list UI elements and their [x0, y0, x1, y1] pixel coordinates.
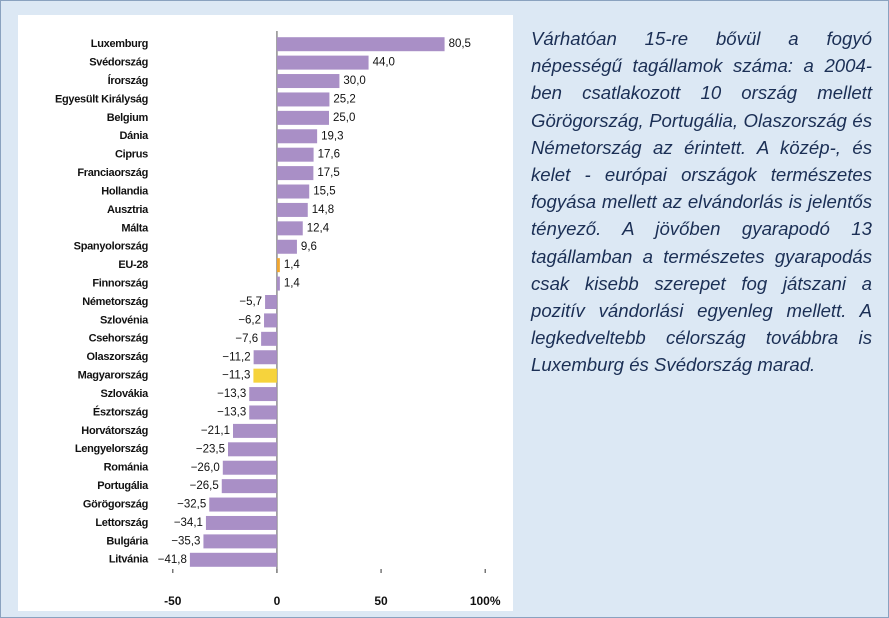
value-label: −34,1	[174, 517, 203, 529]
value-label: 9,6	[301, 241, 317, 253]
y-tick-label: Belgium	[107, 112, 149, 124]
y-tick-label: Portugália	[97, 480, 149, 492]
bar	[233, 423, 277, 438]
y-tick-label: Lengyelország	[75, 443, 148, 455]
value-label: −11,3	[222, 370, 250, 382]
note-text: Várhatóan 15-re bővül a fogyó népességű …	[531, 28, 872, 376]
value-label: −26,0	[191, 462, 220, 474]
value-label: −6,2	[238, 314, 261, 326]
value-label: −7,6	[235, 333, 258, 345]
value-label: 80,5	[449, 38, 471, 50]
y-tick-label: Ciprus	[115, 149, 148, 161]
bar	[253, 350, 277, 365]
bar	[221, 479, 277, 494]
y-tick-label: Szlovénia	[100, 314, 149, 326]
value-label: 44,0	[373, 57, 395, 69]
y-tick-label: Észtország	[93, 405, 148, 418]
value-label: 15,5	[313, 186, 335, 198]
value-label: 17,5	[317, 167, 339, 179]
y-tick-label: Luxemburg	[91, 38, 148, 50]
y-tick-label: Dánia	[120, 130, 150, 142]
value-label: −11,2	[222, 351, 250, 363]
value-label: 14,8	[312, 204, 334, 216]
bar	[276, 110, 329, 125]
y-tick-label: Hollandia	[101, 185, 149, 197]
y-tick-label: Magyarország	[78, 370, 148, 382]
bar	[189, 552, 277, 567]
y-tick-label: Málta	[121, 222, 149, 234]
value-label: 25,0	[333, 112, 355, 124]
y-tick-label: Olaszország	[86, 351, 148, 363]
value-label: 25,2	[333, 93, 355, 105]
bar	[253, 368, 277, 383]
x-tick-label: 100%	[470, 594, 501, 608]
bar	[276, 92, 330, 107]
bar	[276, 129, 318, 144]
bar	[261, 331, 277, 346]
value-label: −35,3	[171, 535, 200, 547]
y-tick-label: Németország	[82, 296, 148, 308]
bar	[249, 405, 277, 420]
y-tick-label: EU-28	[118, 259, 148, 271]
value-label: 12,4	[307, 222, 330, 234]
bar	[276, 202, 308, 217]
bar	[264, 313, 277, 328]
bar	[276, 221, 303, 236]
bar	[276, 258, 280, 273]
value-label: 1,4	[284, 259, 301, 271]
value-label: −26,5	[190, 480, 219, 492]
value-label: 1,4	[284, 278, 301, 290]
bar	[276, 74, 340, 89]
x-tick-label: 0	[274, 594, 281, 608]
chart: -50 0 50 100% Luxemburg 80,5 Svédország 44,0 Íro…	[18, 15, 513, 611]
value-label: −32,5	[177, 499, 206, 511]
value-label: −21,1	[201, 425, 230, 437]
y-tick-label: Svédország	[89, 57, 148, 69]
value-label: −13,3	[217, 407, 246, 419]
y-tick-label: Lettország	[95, 517, 148, 529]
x-tick-label: -50	[164, 594, 182, 608]
y-tick-label: Egyesült Királyság	[55, 93, 148, 105]
bar	[276, 166, 314, 181]
value-label: 17,6	[318, 149, 340, 161]
bar	[276, 37, 445, 52]
x-tick-label: 50	[374, 594, 388, 608]
y-tick-label: Finnország	[92, 277, 148, 289]
bar	[265, 295, 277, 309]
value-label: −13,3	[217, 388, 246, 400]
value-label: −23,5	[196, 443, 225, 455]
y-tick-label: Szlovákia	[101, 388, 150, 400]
y-tick-label: Franciaország	[77, 167, 148, 179]
value-label: −41,8	[158, 554, 187, 566]
bar	[203, 534, 277, 549]
bar	[249, 387, 277, 402]
bar	[228, 442, 277, 457]
y-tick-label: Horvátország	[81, 425, 148, 437]
bar	[276, 239, 297, 254]
y-tick-label: Románia	[104, 462, 150, 474]
y-tick-label: Litvánia	[109, 554, 149, 566]
bar	[209, 497, 277, 512]
bar	[205, 515, 277, 530]
y-tick-label: Csehország	[89, 333, 148, 345]
y-tick-label: Spanyolország	[74, 241, 148, 253]
bar	[276, 276, 280, 291]
value-label: 19,3	[321, 130, 343, 142]
bar	[222, 460, 277, 475]
y-tick-label: Írország	[108, 74, 148, 87]
value-label: −5,7	[239, 296, 262, 308]
value-label: 30,0	[343, 75, 365, 87]
y-tick-label: Bulgária	[106, 535, 149, 547]
bar	[276, 147, 314, 162]
bar	[276, 184, 310, 199]
y-tick-label: Ausztria	[107, 204, 149, 216]
bar	[276, 55, 369, 70]
y-tick-label: Görögország	[83, 498, 148, 510]
